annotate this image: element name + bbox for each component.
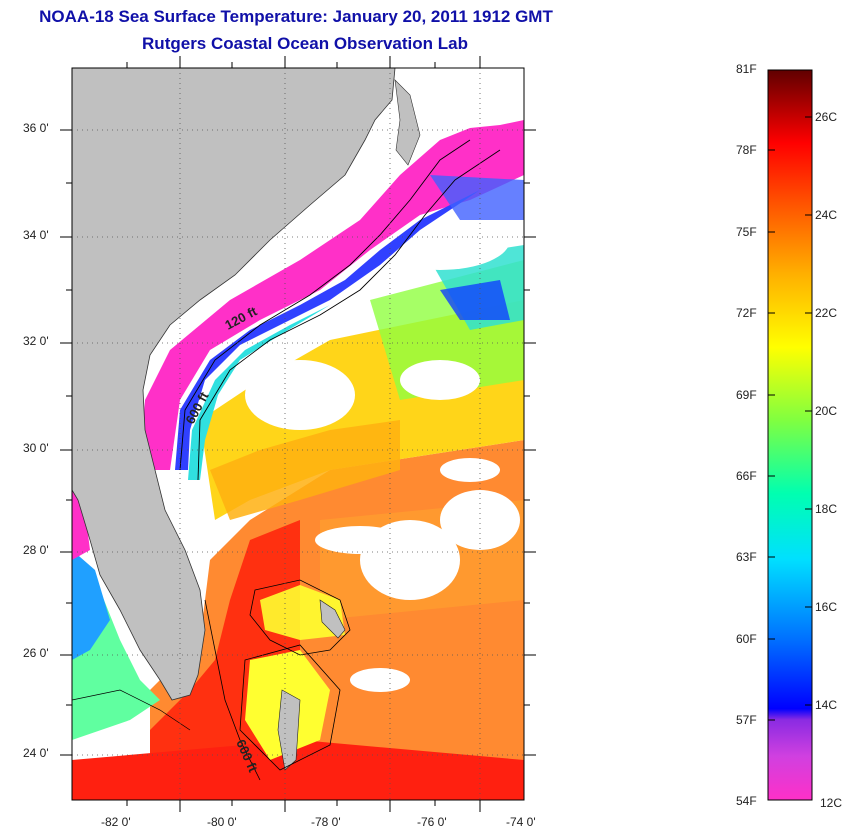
lat-label: 36 0'	[23, 121, 49, 135]
lat-label: 32 0'	[23, 334, 49, 348]
axis-ticks	[60, 56, 536, 812]
colorbar-c-label: 12C	[820, 796, 843, 810]
colorbar-f-label: 75F	[736, 225, 757, 239]
colorbar-f-label: 81F	[736, 62, 757, 76]
lat-label: 30 0'	[23, 441, 49, 455]
map-frame	[71, 67, 525, 801]
colorbar-c-label: 26C	[815, 110, 838, 124]
colorbar	[767, 69, 813, 801]
lat-label: 28 0'	[23, 543, 49, 557]
lon-label: -76 0'	[417, 815, 447, 829]
lon-label: -80 0'	[207, 815, 237, 829]
colorbar-f-label: 66F	[736, 469, 757, 483]
colorbar-f-label: 63F	[736, 550, 757, 564]
lat-label: 34 0'	[23, 228, 49, 242]
colorbar-f-label: 54F	[736, 794, 757, 808]
graticule	[72, 68, 524, 800]
colorbar-ticks	[768, 116, 812, 721]
lat-label: 24 0'	[23, 746, 49, 760]
colorbar-c-label: 24C	[815, 208, 838, 222]
colorbar-c-label: 14C	[815, 698, 838, 712]
colorbar-f-label: 60F	[736, 632, 757, 646]
map-data-layer	[72, 68, 524, 800]
colorbar-f-label: 72F	[736, 306, 757, 320]
lon-label: -78 0'	[311, 815, 341, 829]
colorbar-f-label: 69F	[736, 388, 757, 402]
colorbar-c-label: 22C	[815, 306, 838, 320]
colorbar-f-label: 78F	[736, 143, 757, 157]
lat-label: 26 0'	[23, 646, 49, 660]
colorbar-c-label: 20C	[815, 404, 838, 418]
map-title: NOAA-18 Sea Surface Temperature: January…	[39, 7, 553, 26]
colorbar-f-label: 57F	[736, 713, 757, 727]
map-subtitle: Rutgers Coastal Ocean Observation Lab	[142, 34, 468, 53]
colorbar-c-label: 16C	[815, 600, 838, 614]
lon-label: -74 0'	[506, 815, 536, 829]
colorbar-c-label: 18C	[815, 502, 838, 516]
lon-label: -82 0'	[101, 815, 131, 829]
